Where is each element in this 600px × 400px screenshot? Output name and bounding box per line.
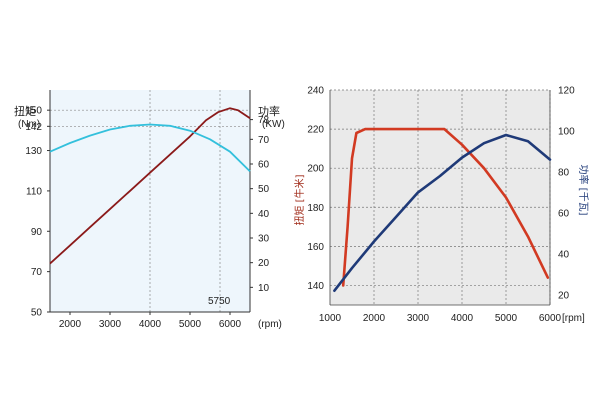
chart-1-left-tick-label: 70 <box>31 267 43 278</box>
chart-1-x-tick-label: 6000 <box>219 319 242 330</box>
chart-1-right-tick-label: 30 <box>258 234 270 245</box>
chart-1-x-tick-label: 4000 <box>139 319 162 330</box>
chart-2-left-tick-label: 200 <box>307 164 324 175</box>
chart-2-x-tick-label: 4000 <box>451 313 474 324</box>
chart-2-left-tick-label: 160 <box>307 242 324 253</box>
chart-2-x-tick-label-end: 6000 <box>539 313 562 324</box>
chart-1-left-tick-label: 142 <box>25 122 42 133</box>
chart-2-right-tick-label: 20 <box>558 290 570 301</box>
chart-1-right-tick-label: 60 <box>258 160 270 171</box>
chart-1-right-axis-unit: (KW) <box>262 119 285 130</box>
chart-1: 50 70 90 110 130 142 150 10 20 30 40 50 60 70 78 2000 30… <box>14 90 285 330</box>
chart-2-right-tick-label: 120 <box>558 86 575 97</box>
chart-1-left-axis-unit: (Nm) <box>18 119 40 130</box>
chart-2-right-tick-label: 100 <box>558 126 575 137</box>
chart-2: 140 160 180 200 220 240 20 40 60 80 100 120 1000 2000… <box>293 86 590 325</box>
chart-2-left-axis-title: 扭矩 [牛米] <box>293 174 306 225</box>
chart-1-right-tick-label: 70 <box>258 135 270 146</box>
chart-1-right-tick-label: 78 <box>258 115 270 126</box>
chart-1-left-tick-label: 110 <box>26 186 42 197</box>
chart-1-right-tick-label: 20 <box>258 258 270 269</box>
chart-1-series-torque-line <box>49 107 251 265</box>
chart-1-left-tick-label: 50 <box>31 308 43 319</box>
chart-2-series-power-line <box>333 133 552 293</box>
chart-2-left-tick-label: 140 <box>307 281 324 292</box>
chart-2-left-tick-label: 240 <box>307 86 324 97</box>
chart-1-annotation: 5750 <box>208 296 231 307</box>
chart-1-x-tick-label: 5000 <box>179 319 202 330</box>
chart-1-right-tick-label: 10 <box>258 283 270 294</box>
chart-1-left-tick-label: 90 <box>31 227 43 238</box>
chart-1-x-tick-label: 3000 <box>99 319 122 330</box>
chart-1-left-tick-label: 150 <box>25 106 42 117</box>
chart-2-x-tick-label: 5000 <box>495 313 518 324</box>
chart-2-right-tick-label: 60 <box>558 208 570 219</box>
chart-2-series-torque-line <box>341 127 550 287</box>
chart-1-left-tick-label: 130 <box>25 146 42 157</box>
chart-2-x-tick-label: 1000 <box>319 313 342 324</box>
chart-2-x-axis-unit: [rpm] <box>562 313 585 324</box>
chart-1-right-axis-title: 功率 <box>258 104 280 118</box>
chart-2-x-tick-label: 2000 <box>363 313 386 324</box>
chart-1-x-axis-unit: (rpm) <box>258 319 282 330</box>
chart-2-right-axis-title: 功率 [千瓦] <box>577 165 590 216</box>
chart-1-right-tick-label: 40 <box>258 209 270 220</box>
chart-2-right-tick-label: 40 <box>558 249 570 260</box>
chart-2-right-tick-label: 80 <box>558 167 570 178</box>
chart-1-right-tick-label: 50 <box>258 184 270 195</box>
chart-2-plot-area <box>330 90 550 305</box>
chart-2-left-tick-label: 180 <box>307 203 324 214</box>
chart-2-left-tick-label: 220 <box>307 125 324 136</box>
chart-1-series-power-line <box>49 123 251 173</box>
chart-1-left-axis-title: 扭矩 <box>14 104 36 118</box>
chart-1-x-tick-label: 2000 <box>59 319 82 330</box>
chart-2-x-tick-label: 3000 <box>407 313 430 324</box>
